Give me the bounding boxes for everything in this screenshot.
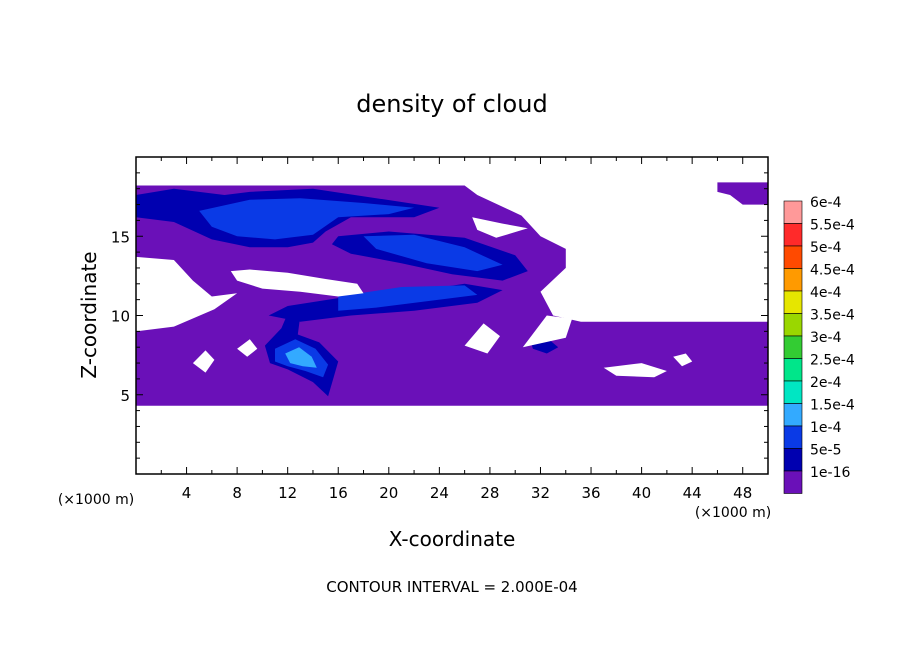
colorbar-label: 5e-4	[810, 240, 842, 256]
chart-title: density of cloud	[356, 90, 547, 118]
colorbar-label: 1e-4	[810, 420, 842, 436]
density-region	[199, 198, 415, 240]
x-tick-label: 48	[733, 484, 752, 502]
contour-interval-note: CONTOUR INTERVAL = 2.000E-04	[326, 578, 577, 596]
cloud-free-gap	[136, 256, 238, 332]
colorbar-swatch	[783, 380, 803, 404]
x-tick-label: 12	[278, 484, 297, 502]
colorbar-swatch	[783, 470, 803, 494]
x-unit-left: (×1000 m)	[58, 492, 134, 508]
colorbar-swatch	[783, 313, 803, 337]
x-tick-label: 36	[581, 484, 600, 502]
x-unit-right: (×1000 m)	[695, 505, 771, 521]
colorbar-swatch	[783, 223, 803, 247]
y-tick-label: 5	[120, 387, 130, 405]
colorbar-label: 4.5e-4	[810, 263, 855, 279]
colorbar-swatch	[783, 290, 803, 314]
y-tick-label: 15	[111, 228, 130, 246]
density-field	[136, 182, 768, 406]
x-tick-label: 28	[480, 484, 499, 502]
colorbar-legend: 6e-4 5.5e-4 5e-4 4.5e-4 4e-4 3.5e-4 3e-4 2.5e-4…	[783, 195, 855, 494]
x-tick-label: 32	[531, 484, 550, 502]
cloud-free-gap	[464, 323, 500, 354]
colorbar-swatch	[783, 268, 803, 292]
cloud-free-gap	[230, 269, 364, 297]
cloud-free-gap	[192, 350, 215, 373]
cloud-free-gap	[673, 353, 693, 367]
x-tick-label: 24	[430, 484, 449, 502]
colorbar-label: 3.5e-4	[810, 308, 855, 324]
colorbar-label: 6e-4	[810, 195, 842, 211]
x-axis-ticks: 4 8 12 16 20 24 28 32 36 40 44 48	[160, 157, 752, 502]
density-region	[338, 285, 478, 311]
y-tick-label: 10	[111, 308, 130, 326]
density-region	[717, 182, 768, 205]
colorbar-swatch	[783, 403, 803, 427]
density-region	[285, 347, 317, 368]
x-axis-label: X-coordinate	[389, 527, 516, 551]
colorbar-label: 3e-4	[810, 330, 842, 346]
x-tick-label: 44	[683, 484, 702, 502]
colorbar-swatch	[783, 448, 803, 472]
colorbar-swatch	[783, 425, 803, 449]
cloud-free-gap	[522, 315, 573, 348]
colorbar-swatch	[783, 200, 803, 224]
x-tick-label: 16	[329, 484, 348, 502]
x-tick-label: 8	[232, 484, 242, 502]
y-axis-label: Z-coordinate	[77, 251, 101, 378]
x-tick-label: 40	[632, 484, 651, 502]
colorbar-label: 2.5e-4	[810, 353, 855, 369]
density-region	[363, 234, 503, 272]
colorbar-swatch	[783, 335, 803, 359]
colorbar-label: 5e-5	[810, 443, 841, 459]
colorbar-label: 5.5e-4	[810, 218, 855, 234]
cloud-free-gap	[237, 339, 258, 357]
y-axis-ticks: 5 10 15	[111, 172, 768, 459]
colorbar-swatch	[783, 245, 803, 269]
cloud-free-gap	[603, 363, 667, 378]
colorbar-swatch	[783, 358, 803, 382]
x-tick-label: 20	[379, 484, 398, 502]
cloud-free-gap	[472, 217, 528, 238]
x-tick-label: 4	[182, 484, 192, 502]
colorbar-label: 1.5e-4	[810, 398, 855, 414]
colorbar-label: 4e-4	[810, 285, 842, 301]
colorbar-label: 2e-4	[810, 375, 842, 391]
colorbar-label: 1e-16	[810, 465, 850, 481]
